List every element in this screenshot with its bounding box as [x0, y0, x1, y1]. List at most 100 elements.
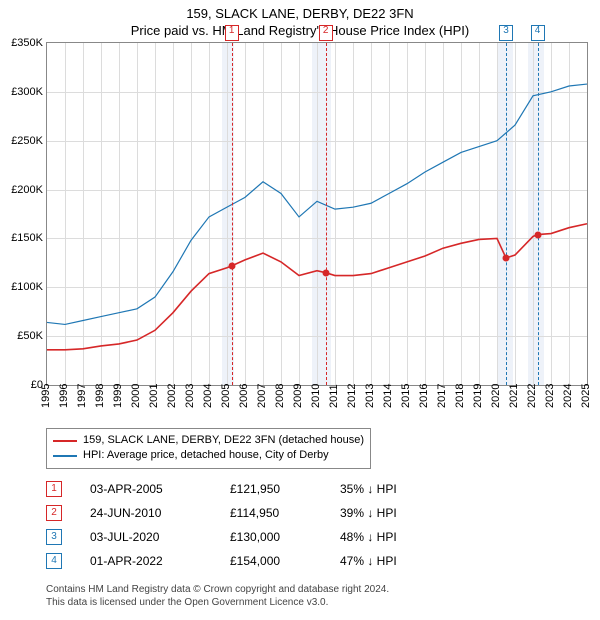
y-axis-label: £250K: [11, 135, 47, 147]
x-axis-label: 2016: [418, 384, 430, 408]
x-axis-label: 1999: [112, 384, 124, 408]
x-axis-tick: 2025: [586, 386, 587, 422]
transaction-row: 401-APR-2022£154,00047% ↓ HPI: [46, 549, 588, 573]
x-axis-tick: 2021: [514, 386, 515, 422]
event-marker: 3: [499, 25, 513, 41]
transaction-marker: 1: [46, 481, 62, 497]
chart-x-axis: 1995 1996 1997 1998 1999 2000 2001 2002 2003 2004…: [46, 386, 588, 422]
chart: £0£50K£100K£150K£200K£250K£300K£350K1234…: [46, 42, 588, 422]
transaction-price: £114,950: [230, 506, 320, 520]
transaction-row: 1 03-APR-2005 £121,950 35% ↓ HPI: [46, 477, 588, 501]
x-axis-label: 2020: [490, 384, 502, 408]
y-axis-label: £150K: [11, 232, 47, 244]
x-axis-tick: 2016: [424, 386, 425, 422]
x-axis-tick: 2005: [226, 386, 227, 422]
legend-label: 159, SLACK LANE, DERBY, DE22 3FN (detach…: [83, 433, 364, 448]
x-axis-tick: 1997: [82, 386, 83, 422]
x-axis-label: 2013: [364, 384, 376, 408]
transaction-date: 01-APR-2022: [90, 554, 210, 568]
event-line: [326, 43, 327, 385]
x-axis-label: 2011: [328, 384, 340, 408]
x-axis-label: 2021: [508, 384, 520, 408]
transaction-marker: 4: [46, 553, 62, 569]
x-axis-label: 2019: [472, 384, 484, 408]
x-axis-tick: 1998: [100, 386, 101, 422]
x-axis-label: 1998: [94, 384, 106, 408]
event-marker: 1: [225, 25, 239, 41]
x-axis-label: 2012: [346, 384, 358, 408]
y-axis-label: £100K: [11, 281, 47, 293]
x-axis-tick: 2011: [334, 386, 335, 422]
x-axis-tick: 2024: [568, 386, 569, 422]
y-axis-label: £350K: [11, 37, 47, 49]
transaction-date: 03-APR-2005: [90, 482, 210, 496]
legend: 159, SLACK LANE, DERBY, DE22 3FN (detach…: [46, 428, 371, 469]
x-axis-tick: 1995: [46, 386, 47, 422]
x-axis-tick: 2009: [298, 386, 299, 422]
x-axis-tick: 1999: [118, 386, 119, 422]
x-axis-label: 2003: [184, 384, 196, 408]
legend-item: 159, SLACK LANE, DERBY, DE22 3FN (detach…: [53, 433, 364, 448]
x-axis-label: 2024: [562, 384, 574, 408]
event-line: [538, 43, 539, 385]
x-axis-label: 2008: [274, 384, 286, 408]
transaction-marker: 2: [46, 505, 62, 521]
x-axis-tick: 2008: [280, 386, 281, 422]
x-axis-tick: 2014: [388, 386, 389, 422]
footnote-line: This data is licensed under the Open Gov…: [46, 596, 588, 609]
transaction-delta: 48% ↓ HPI: [340, 530, 420, 544]
x-axis-tick: 2001: [154, 386, 155, 422]
page-title: 159, SLACK LANE, DERBY, DE22 3FN: [0, 0, 600, 21]
x-axis-label: 2009: [292, 384, 304, 408]
event-marker: 2: [319, 25, 333, 41]
transaction-delta: 35% ↓ HPI: [340, 482, 420, 496]
x-axis-label: 1996: [58, 384, 70, 408]
x-axis-tick: 2006: [244, 386, 245, 422]
sale-point: [503, 254, 510, 261]
footnote: Contains HM Land Registry data © Crown c…: [46, 583, 588, 609]
x-axis-tick: 2004: [208, 386, 209, 422]
x-axis-tick: 2012: [352, 386, 353, 422]
x-axis-label: 2006: [238, 384, 250, 408]
event-line: [506, 43, 507, 385]
sale-point: [322, 269, 329, 276]
transaction-date: 03-JUL-2020: [90, 530, 210, 544]
x-axis-tick: 2017: [442, 386, 443, 422]
x-axis-tick: 2003: [190, 386, 191, 422]
footnote-line: Contains HM Land Registry data © Crown c…: [46, 583, 588, 596]
x-axis-label: 2007: [256, 384, 268, 408]
transaction-marker: 3: [46, 529, 62, 545]
legend-swatch: [53, 440, 77, 442]
x-axis-tick: 2020: [496, 386, 497, 422]
legend-item: HPI: Average price, detached house, City…: [53, 448, 364, 463]
x-axis-tick: 2019: [478, 386, 479, 422]
x-axis-tick: 2015: [406, 386, 407, 422]
y-axis-label: £200K: [11, 184, 47, 196]
transaction-price: £130,000: [230, 530, 320, 544]
sale-point: [228, 262, 235, 269]
chart-plot-area: £0£50K£100K£150K£200K£250K£300K£350K1234: [46, 42, 588, 386]
x-axis-label: 2004: [202, 384, 214, 408]
y-axis-label: £300K: [11, 86, 47, 98]
x-axis-tick: 1996: [64, 386, 65, 422]
page-root: 159, SLACK LANE, DERBY, DE22 3FN Price p…: [0, 0, 600, 620]
x-axis-label: 1997: [76, 384, 88, 408]
transaction-delta: 39% ↓ HPI: [340, 506, 420, 520]
x-axis-label: 2002: [166, 384, 178, 408]
x-axis-tick: 2013: [370, 386, 371, 422]
transaction-price: £121,950: [230, 482, 320, 496]
x-axis-label: 2000: [130, 384, 142, 408]
x-axis-tick: 2010: [316, 386, 317, 422]
x-axis-label: 2018: [454, 384, 466, 408]
sale-point: [534, 231, 541, 238]
x-axis-label: 2022: [526, 384, 538, 408]
x-axis-tick: 2018: [460, 386, 461, 422]
event-marker: 4: [531, 25, 545, 41]
legend-label: HPI: Average price, detached house, City…: [83, 448, 329, 463]
x-axis-tick: 2022: [532, 386, 533, 422]
x-axis-tick: 2023: [550, 386, 551, 422]
legend-swatch: [53, 455, 77, 457]
x-axis-label: 2015: [400, 384, 412, 408]
x-axis-label: 2017: [436, 384, 448, 408]
x-axis-label: 2025: [580, 384, 592, 408]
